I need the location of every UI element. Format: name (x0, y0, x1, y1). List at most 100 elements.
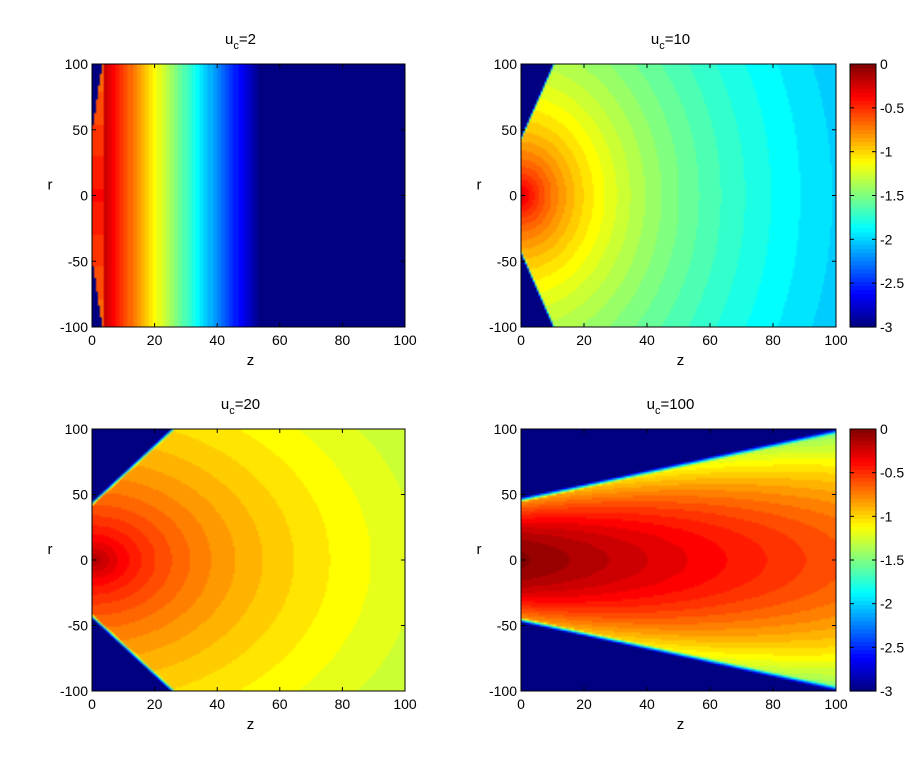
y-tick-label: 0 (509, 552, 517, 568)
colorbar-swatch (850, 560, 876, 565)
colorbar-tick-label: -1.5 (880, 552, 904, 568)
colorbar-swatch (850, 523, 876, 528)
colorbar-swatch (850, 240, 876, 246)
colorbar-swatch (850, 617, 876, 623)
plot-title: uc=100 (647, 396, 695, 417)
colorbar-swatch (850, 142, 876, 147)
plot-title: uc=10 (651, 31, 690, 52)
colorbar-swatch (850, 220, 876, 225)
colorbar-swatch (850, 633, 876, 639)
colorbar-swatch (850, 154, 876, 160)
colorbar-swatch (850, 129, 876, 135)
colorbar-swatch (850, 109, 876, 114)
colorbar-swatch (850, 298, 876, 303)
colorbar-swatch (850, 281, 876, 287)
y-axis-label: r (48, 177, 53, 194)
colorbar-swatch (850, 257, 876, 262)
colorbar-swatch (850, 506, 876, 512)
colorbar-swatch (850, 469, 876, 475)
colorbar-swatch (850, 117, 876, 123)
y-tick-label: -100 (60, 319, 88, 335)
x-axis-label: z (677, 716, 685, 733)
colorbar-swatch (850, 674, 876, 680)
plot-title: uc=2 (225, 31, 256, 52)
colorbar-swatch (850, 478, 876, 483)
colorbar-swatch (850, 64, 876, 69)
colorbar-tick-label: -2 (880, 596, 893, 612)
colorbar-swatch (850, 613, 876, 618)
colorbar-swatch (850, 641, 876, 647)
colorbar-swatch (850, 100, 876, 106)
colorbar-swatch (850, 490, 876, 496)
colorbar-swatch (850, 629, 876, 635)
colorbar-swatch (850, 449, 876, 455)
colorbar-swatch (850, 519, 876, 524)
colorbar-swatch (850, 211, 876, 217)
colorbar-swatch (850, 191, 876, 197)
heatmap-image (92, 64, 405, 327)
chart-panel-3: uc=20 0 20 40 60 80 100 100 50 0 -50 -100 z r (48, 396, 417, 733)
x-tick-label: 100 (824, 696, 848, 712)
colorbar-swatch (850, 568, 876, 573)
colorbar-swatch (850, 682, 876, 688)
colorbar-swatch (850, 658, 876, 663)
colorbar-swatch (850, 88, 876, 94)
x-tick-label: 60 (272, 696, 288, 712)
colorbar-swatch (850, 605, 876, 610)
colorbar-swatch (850, 302, 876, 308)
colorbar-swatch (850, 294, 876, 299)
colorbar-swatch (850, 96, 876, 102)
x-axis-label: z (677, 352, 685, 369)
colorbar-swatch (850, 494, 876, 500)
colorbar-swatch (850, 551, 876, 557)
colorbar-swatch (850, 318, 876, 324)
colorbar-swatch (850, 441, 876, 446)
colorbar-swatch (850, 580, 876, 586)
colorbar-swatch (850, 596, 876, 602)
colorbar-swatch (850, 113, 876, 119)
colorbar-swatch (850, 314, 876, 320)
y-axis-label: r (477, 177, 482, 194)
colorbar-swatch (850, 92, 876, 98)
colorbar-swatch (850, 216, 876, 221)
x-tick-label: 40 (209, 696, 225, 712)
x-tick-label: 0 (517, 696, 525, 712)
colorbar-swatch (850, 453, 876, 459)
colorbar-swatch (850, 80, 876, 86)
x-tick-label: 0 (517, 332, 525, 348)
colorbar-swatch (850, 445, 876, 451)
colorbar-swatch (850, 322, 876, 328)
colorbar-swatch (850, 564, 876, 569)
colorbar-swatch (850, 588, 876, 594)
colorbar-swatch (850, 195, 876, 201)
colorbar-swatch (850, 187, 876, 192)
colorbar-swatch (850, 183, 876, 188)
colorbar-swatch (850, 547, 876, 553)
colorbar-swatch (850, 125, 876, 131)
x-tick-label: 100 (393, 696, 417, 712)
colorbar-swatch (850, 600, 876, 606)
y-tick-label: 100 (494, 421, 518, 437)
colorbar-swatch (850, 429, 876, 434)
x-tick-label: 80 (335, 332, 351, 348)
y-tick-label: 50 (501, 122, 517, 138)
colorbar-swatch (850, 207, 876, 213)
colorbar-swatch (850, 645, 876, 651)
y-tick-label: 50 (72, 487, 88, 503)
colorbar-swatch (850, 482, 876, 487)
colorbar-swatch (850, 621, 876, 627)
colorbar-swatch (850, 650, 876, 655)
heatmap-image (92, 429, 405, 691)
colorbar-swatch (850, 253, 876, 258)
x-tick-label: 20 (147, 332, 163, 348)
colorbar-swatch (850, 121, 876, 127)
colorbar-swatch (850, 461, 876, 467)
x-tick-label: 100 (393, 332, 417, 348)
colorbar-swatch (850, 486, 876, 492)
colorbar-swatch (850, 273, 876, 279)
y-tick-label: -100 (60, 683, 88, 699)
colorbar-tick-label: -1 (880, 144, 893, 160)
x-tick-label: 40 (639, 696, 655, 712)
colorbar-tick-label: 0 (880, 421, 888, 437)
